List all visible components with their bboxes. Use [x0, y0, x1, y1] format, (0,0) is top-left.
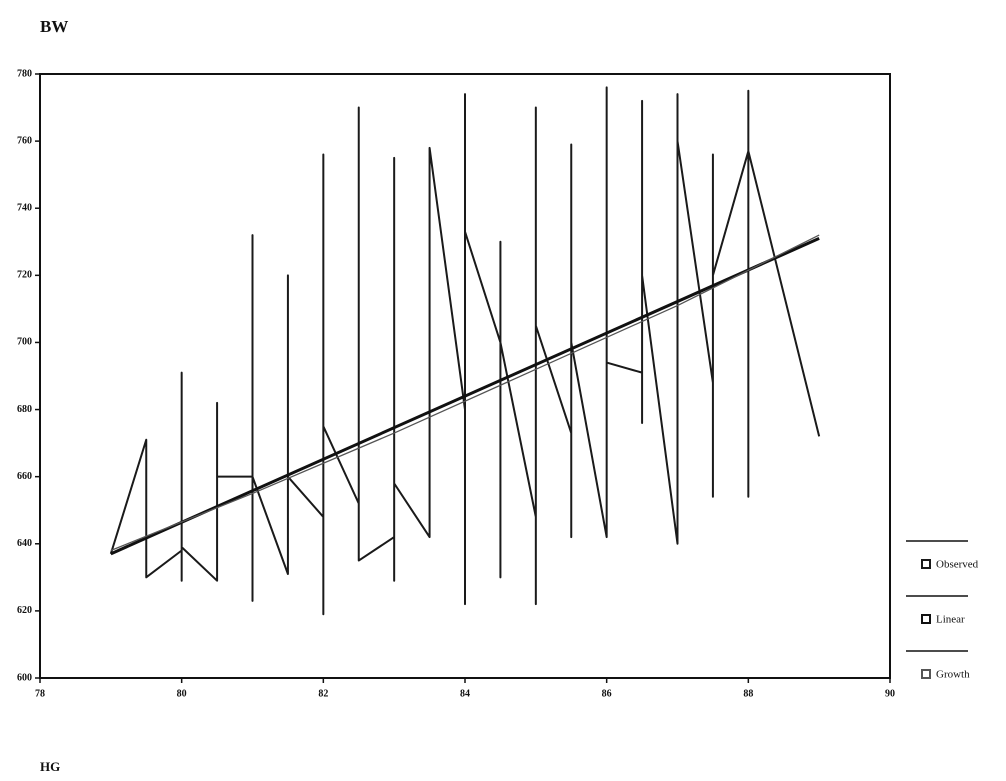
x-tick-label: 82 — [318, 688, 328, 699]
y-tick-label: 700 — [17, 337, 32, 348]
y-tick-label: 780 — [17, 68, 32, 79]
y-tick-label: 760 — [17, 135, 32, 146]
series-line — [111, 87, 819, 614]
x-axis-title: HG — [40, 759, 60, 774]
legend-marker — [922, 670, 930, 678]
y-axis-title: BW — [40, 17, 68, 36]
y-tick-label: 660 — [17, 471, 32, 482]
y-tick-label: 680 — [17, 404, 32, 415]
y-tick-label: 740 — [17, 203, 32, 214]
x-tick-label: 88 — [743, 688, 753, 699]
x-tick-label: 80 — [177, 688, 187, 699]
y-tick-label: 640 — [17, 538, 32, 549]
chart: BW HG 600 620 640 660 680 700 720 740 760 780 78 80… — [0, 0, 1006, 781]
y-tick-label: 620 — [17, 605, 32, 616]
legend-marker — [922, 560, 930, 568]
y-tick-label: 720 — [17, 270, 32, 281]
x-tick-label: 86 — [602, 688, 612, 699]
x-tick-label: 90 — [885, 688, 895, 699]
x-tick-label: 84 — [460, 688, 470, 699]
legend-label: Linear — [936, 614, 965, 626]
legend-label: Growth — [936, 669, 970, 681]
legend-label: Observed — [936, 559, 979, 571]
x-tick-label: 78 — [35, 688, 45, 699]
legend-marker — [922, 615, 930, 623]
y-tick-label: 600 — [17, 672, 32, 683]
